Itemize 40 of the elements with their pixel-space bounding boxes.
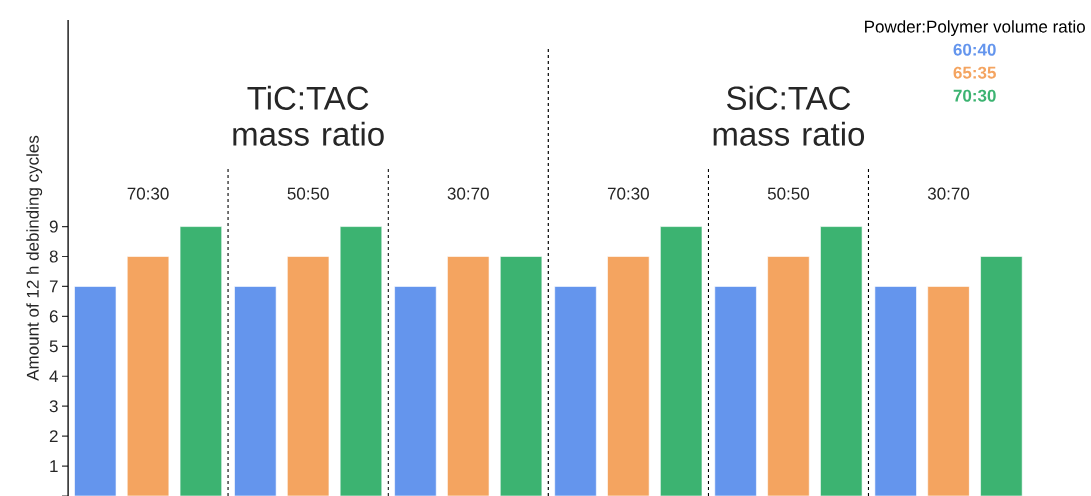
- bar: [339, 226, 383, 496]
- x-tick-label: 70:30: [127, 187, 169, 200]
- y-tick-label: 2: [49, 430, 58, 443]
- y-tick-label: 8: [49, 250, 58, 263]
- bar: [126, 256, 170, 496]
- annotation: SiC:TAC mass ratio: [713, 85, 865, 146]
- x-tick-label: 50:50: [287, 187, 329, 200]
- y-tick-label: 6: [49, 310, 58, 323]
- y-tick-label: 4: [49, 370, 58, 383]
- y-tick-label: 9: [49, 220, 58, 233]
- y-axis-title: Amount of 12 h debinding cycles: [26, 135, 43, 381]
- y-tick-label: 7: [49, 280, 58, 293]
- bar: [980, 256, 1023, 496]
- bar: [179, 226, 222, 496]
- x-tick-label: 50:50: [767, 187, 810, 200]
- legend-title: Powder:Polymer volume ratio: [865, 20, 1085, 37]
- bar: [607, 256, 650, 496]
- bar: [927, 286, 970, 496]
- y-tick-label: 5: [49, 340, 58, 353]
- bar: [74, 286, 117, 496]
- bar: [874, 286, 917, 496]
- text: 65:35: [953, 66, 996, 79]
- bar: [447, 256, 490, 496]
- bar: [394, 286, 437, 496]
- x-tick-label: 30:70: [927, 187, 970, 200]
- bar: [767, 256, 810, 496]
- y-tick-label: 3: [49, 400, 58, 413]
- bar: [287, 256, 330, 496]
- text: 60:40: [953, 43, 996, 56]
- bar: [499, 256, 543, 496]
- x-tick-label: 30:70: [447, 187, 489, 200]
- bar: [660, 226, 703, 496]
- bar: [820, 226, 863, 496]
- bar: [234, 286, 277, 496]
- y-tick-label: 1: [50, 460, 58, 472]
- x-tick-label: 70:30: [607, 187, 649, 200]
- text: 70:30: [953, 89, 996, 102]
- bar: [714, 286, 757, 496]
- bar: [554, 286, 597, 496]
- annotation: TiC:TAC mass ratio: [233, 85, 384, 146]
